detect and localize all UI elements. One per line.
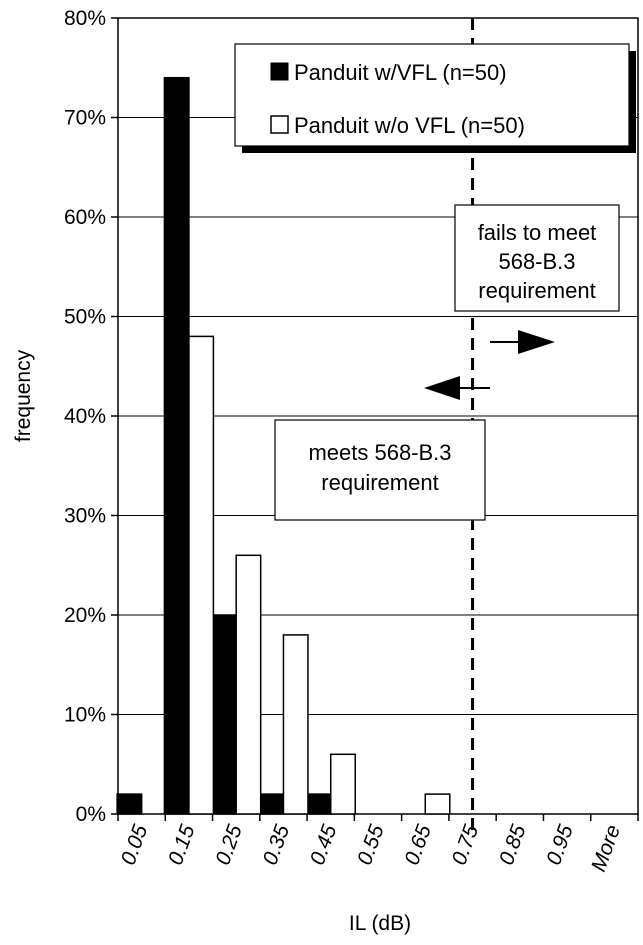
bar-series-2-0.15 (188, 335, 215, 815)
y-tick-label: 10% (64, 704, 106, 727)
y-tick-label: 40% (64, 405, 106, 428)
right-arrow (490, 330, 555, 354)
fails-line-2: 568-B.3 (498, 249, 575, 274)
x-tick-label: 0.55 (353, 822, 389, 869)
x-axis-ticks: 0.05 0.15 0.25 0.35 0.45 0.55 0.65 0.75 0.85 0.95… (117, 814, 639, 875)
bar-series-2-0.35 (282, 634, 309, 815)
fails-line-1: fails to meet (478, 220, 597, 245)
bar-series-1-0.35 (258, 793, 285, 815)
bar-series-1-0.05 (116, 793, 143, 815)
y-tick-label: 20% (64, 604, 106, 627)
legend: Panduit w/VFL (n=50) Panduit w/o VFL (n=… (234, 43, 636, 153)
x-tick-label: 0.45 (306, 822, 342, 869)
y-axis-ticks: 0% 10% 20% 30% 40% 50% 60% 70% 80% (64, 7, 118, 826)
meets-line-1: meets 568-B.3 (308, 440, 451, 465)
fails-line-3: requirement (478, 278, 595, 303)
y-tick-label: 60% (64, 206, 106, 229)
bars (116, 76, 451, 815)
x-tick-label: 0.35 (259, 822, 295, 869)
legend-label-without-vfl: Panduit w/o VFL (n=50) (294, 113, 525, 138)
y-tick-label: 30% (64, 505, 106, 528)
meets-line-2: requirement (321, 470, 438, 495)
bar-series-2-0.25 (235, 554, 262, 815)
bar-series-2-0.65 (424, 793, 451, 815)
x-tick-label: 0.85 (495, 822, 531, 869)
x-tick-label: 0.75 (448, 822, 484, 869)
left-arrow (424, 376, 490, 400)
y-tick-label: 80% (64, 7, 106, 30)
y-tick-label: 70% (64, 107, 106, 130)
y-tick-label: 50% (64, 306, 106, 329)
y-tick-label: 0% (76, 803, 106, 826)
bar-series-2-0.45 (329, 753, 356, 815)
legend-box (234, 43, 630, 147)
x-tick-label: 0.15 (164, 822, 200, 869)
x-tick-label: 0.05 (117, 822, 153, 869)
y-axis-label: frequency (12, 349, 35, 442)
x-tick-label: 0.25 (211, 822, 247, 869)
x-tick-label: 0.65 (400, 822, 436, 869)
bar-series-1-0.15 (163, 76, 190, 815)
x-tick-label: 0.95 (542, 822, 578, 869)
legend-swatch-without-vfl (270, 115, 289, 134)
fails-annotation: fails to meet 568-B.3 requirement (454, 204, 620, 312)
bar-series-1-0.25 (210, 614, 237, 815)
x-axis-label: IL (dB) (349, 912, 411, 935)
legend-label-with-vfl: Panduit w/VFL (n=50) (294, 60, 507, 85)
bar-series-1-0.45 (305, 793, 332, 815)
meets-annotation: meets 568-B.3 requirement (274, 419, 486, 521)
legend-swatch-with-vfl (270, 62, 289, 81)
x-tick-label: More (587, 822, 625, 875)
